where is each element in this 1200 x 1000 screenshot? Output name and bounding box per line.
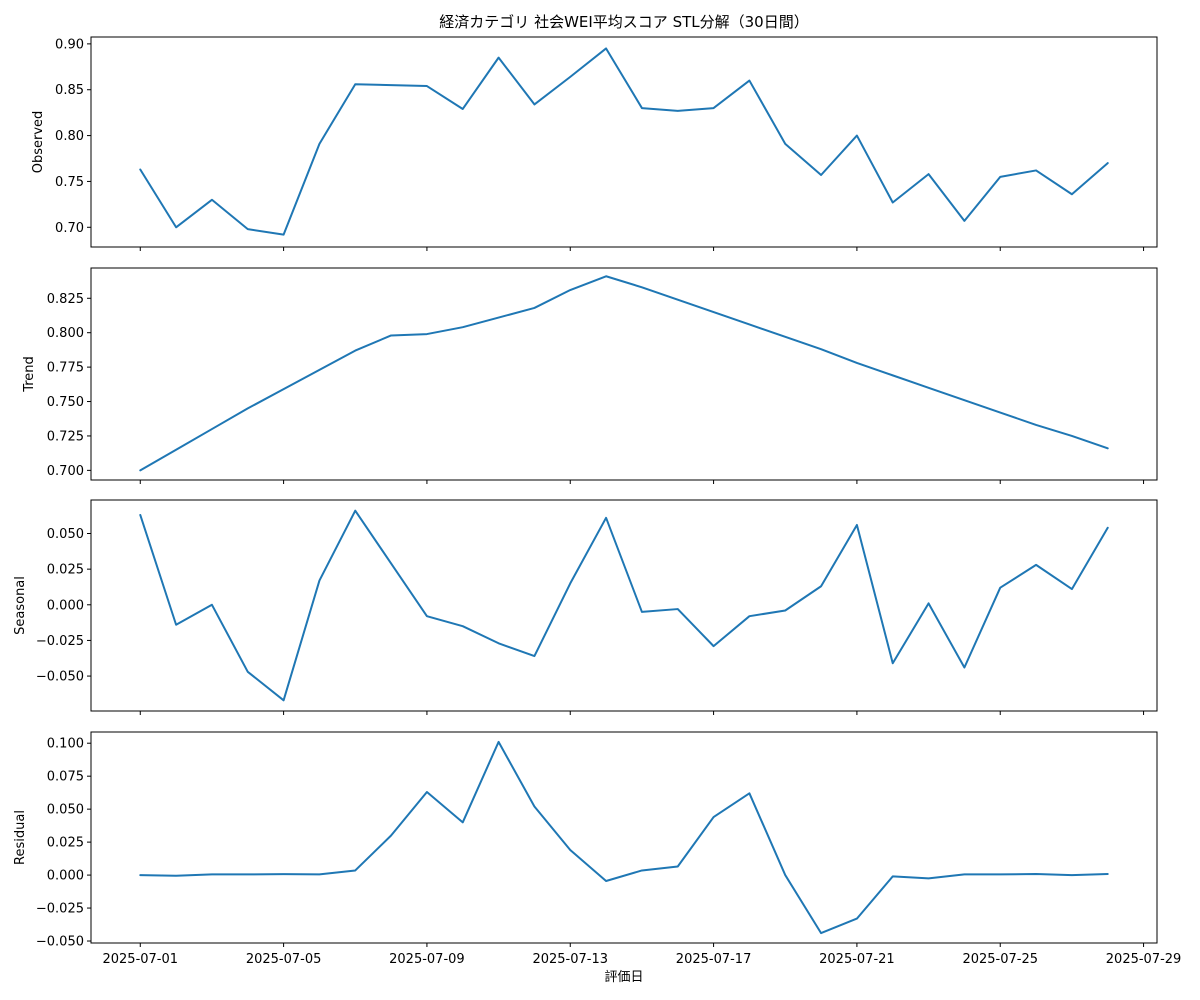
residual-y-tick-label: 0.100	[47, 737, 84, 752]
observed-panel: 0.70 0.75 0.80 0.85 0.90 Observed	[31, 36, 1158, 251]
panels-group: 0.700.750.800.850.90Observed0.7000.7250.…	[13, 36, 1182, 967]
residual-y-tick-label: −0.025	[36, 902, 84, 917]
residual-y-axis-label: Residual	[13, 810, 28, 865]
x-tick-label: 2025-07-09	[389, 952, 465, 967]
trend-y-axis-label: Trend	[22, 356, 37, 393]
trend-y-tick-label: 0.825	[47, 292, 84, 307]
observed-y-tick-label: 0.70	[55, 221, 84, 236]
residual-y-tick-label: −0.050	[36, 935, 84, 950]
trend-axes-frame	[90, 267, 1158, 481]
seasonal-y-tick-label: −0.050	[36, 670, 84, 685]
trend-series-line	[139, 275, 1109, 472]
trend-y-tick-label: 0.700	[47, 464, 84, 479]
trend-y-tick-label: 0.800	[47, 326, 84, 341]
residual-y-tick-label: 0.025	[47, 836, 84, 851]
observed-y-tick-label: 0.75	[55, 175, 84, 190]
x-tick-label: 2025-07-29	[1106, 952, 1182, 967]
trend-y-tick-label: 0.775	[47, 361, 84, 376]
observed-axes-frame	[90, 36, 1158, 248]
seasonal-y-tick-label: 0.050	[47, 527, 84, 542]
observed-y-tick-label: 0.80	[55, 129, 84, 144]
observed-y-tick-label: 0.90	[55, 37, 84, 52]
seasonal-panel: −0.050 −0.025 0.000 0.025 0.050 Seasonal	[13, 499, 1158, 715]
observed-series-line	[139, 47, 1109, 236]
seasonal-axes-frame	[90, 499, 1158, 712]
residual-y-tick-label: 0.075	[47, 770, 84, 785]
observed-y-tick-label: 0.85	[55, 83, 84, 98]
x-tick-label: 2025-07-17	[676, 952, 752, 967]
trend-y-tick-label: 0.750	[47, 395, 84, 410]
seasonal-y-tick-label: 0.025	[47, 563, 84, 578]
trend-panel: 0.700 0.725 0.750 0.775 0.800 0.825 Trend	[22, 267, 1158, 484]
observed-y-axis-label: Observed	[31, 111, 46, 174]
residual-y-tick-label: 0.050	[47, 803, 84, 818]
chart-title: 経済カテゴリ 社会WEI平均スコア STL分解（30日間）	[439, 13, 808, 31]
x-tick-label: 2025-07-25	[962, 952, 1038, 967]
seasonal-series-line	[139, 509, 1109, 702]
residual-axes-frame	[90, 731, 1158, 944]
x-tick-label: 2025-07-13	[532, 952, 608, 967]
x-tick-label: 2025-07-21	[819, 952, 895, 967]
x-tick-label: 2025-07-05	[246, 952, 322, 967]
trend-y-tick-label: 0.725	[47, 429, 84, 444]
residual-panel: −0.050 −0.025 0.000 0.025 0.050 0.075 0.100 202…	[13, 731, 1182, 967]
residual-y-tick-label: 0.000	[47, 869, 84, 884]
x-tick-label: 2025-07-01	[102, 952, 178, 967]
seasonal-y-axis-label: Seasonal	[13, 576, 28, 635]
seasonal-y-tick-label: 0.000	[47, 598, 84, 613]
seasonal-y-tick-label: −0.025	[36, 634, 84, 649]
residual-series-line	[139, 740, 1109, 935]
x-axis-label: 評価日	[604, 970, 643, 985]
